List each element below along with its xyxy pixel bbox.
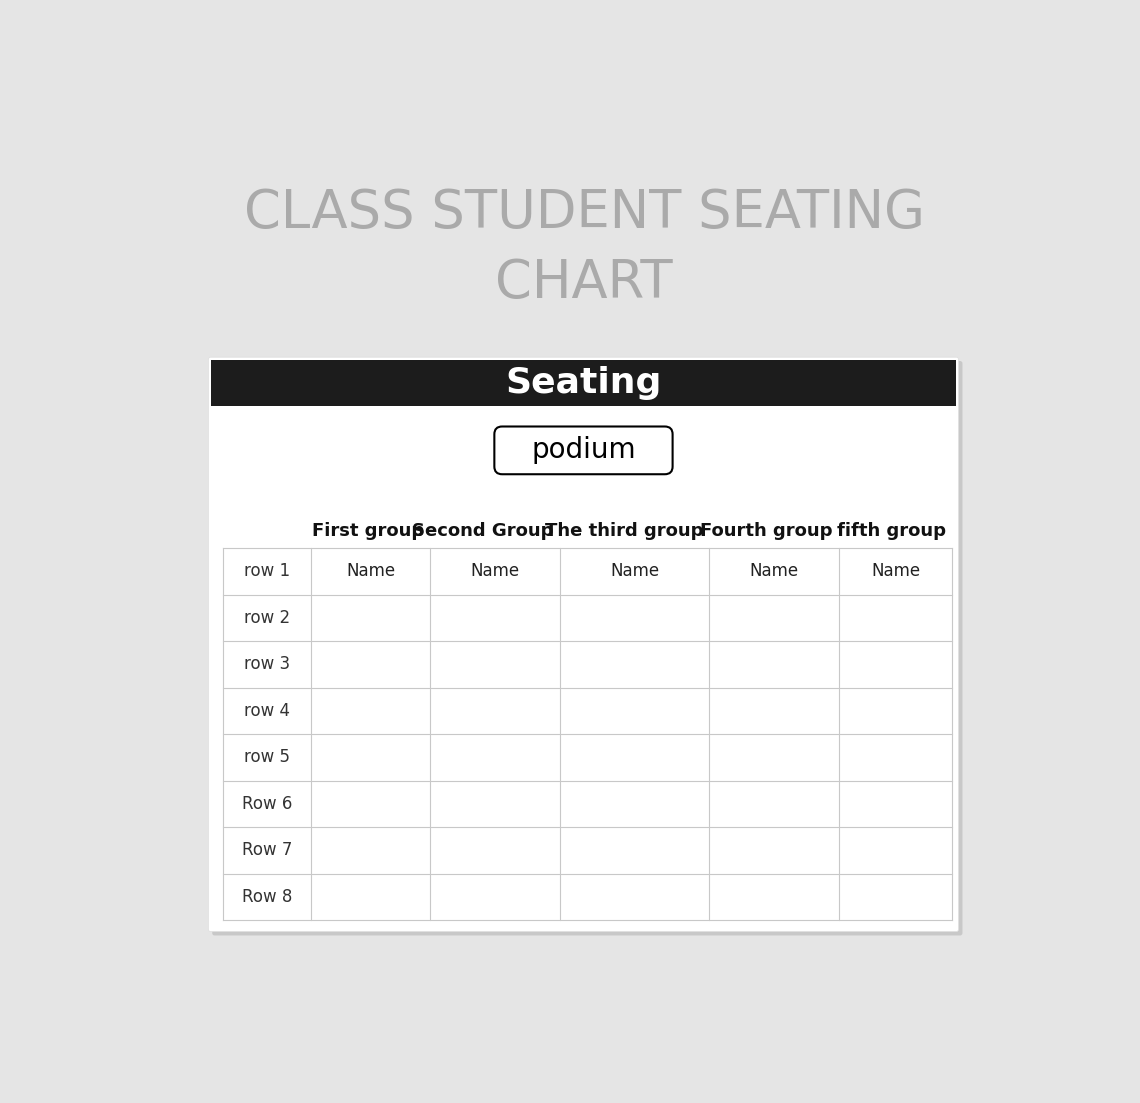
Text: podium: podium (531, 437, 636, 464)
Text: Row 6: Row 6 (242, 795, 293, 813)
Text: Second Group: Second Group (412, 522, 553, 539)
Text: CHART: CHART (496, 257, 673, 309)
Text: Name: Name (471, 563, 520, 580)
Text: Row 8: Row 8 (242, 888, 293, 906)
Text: Name: Name (871, 563, 920, 580)
Text: row 2: row 2 (244, 609, 291, 627)
Text: The third group: The third group (545, 522, 703, 539)
Text: row 3: row 3 (244, 655, 291, 674)
Text: row 5: row 5 (244, 748, 291, 767)
FancyBboxPatch shape (495, 427, 673, 474)
Text: Seating: Seating (505, 365, 661, 399)
FancyBboxPatch shape (209, 357, 959, 932)
Text: Row 7: Row 7 (242, 842, 293, 859)
Text: Name: Name (749, 563, 799, 580)
Text: row 4: row 4 (244, 702, 291, 720)
FancyBboxPatch shape (212, 361, 962, 935)
Text: Fourth group: Fourth group (700, 522, 832, 539)
Text: Name: Name (347, 563, 396, 580)
Bar (211, 360, 956, 406)
Text: CLASS STUDENT SEATING: CLASS STUDENT SEATING (244, 188, 925, 239)
Text: Name: Name (610, 563, 659, 580)
Text: fifth group: fifth group (837, 522, 946, 539)
Text: row 1: row 1 (244, 563, 291, 580)
Text: First group: First group (312, 522, 424, 539)
